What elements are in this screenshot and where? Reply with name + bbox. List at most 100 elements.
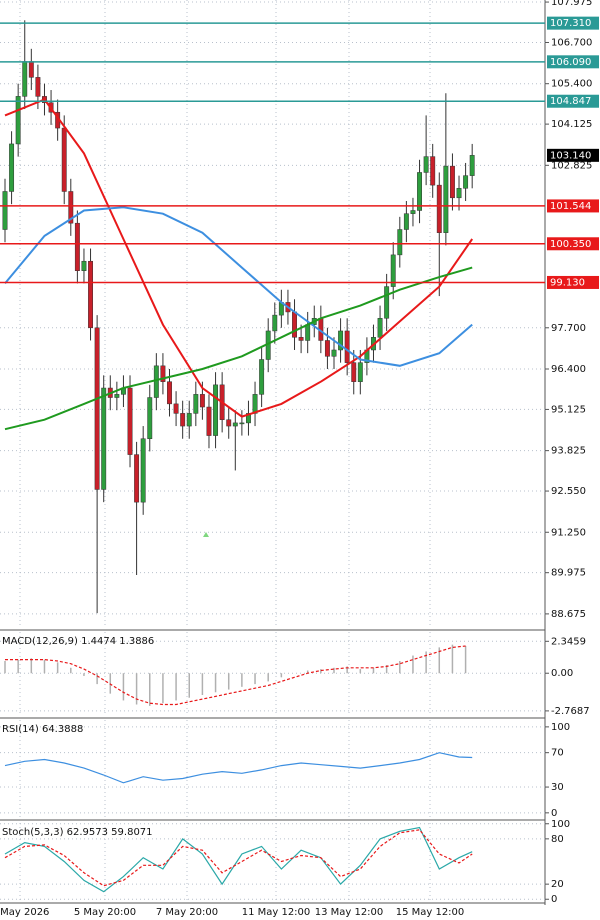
y-tick-label: 105.400 [551, 79, 592, 90]
candle-body [9, 143, 15, 192]
y-tick-label: 0 [551, 894, 557, 905]
candle-body [469, 155, 475, 176]
moving-average [4, 98, 474, 418]
y-tick-label: 0.00 [551, 668, 573, 679]
candle-body [397, 229, 403, 256]
signal-marker [203, 532, 209, 537]
x-tick-label: 11 May 12:00 [242, 907, 311, 918]
y-tick-label: 93.825 [551, 446, 586, 457]
candle-body [140, 438, 146, 503]
candle-body [305, 324, 311, 341]
candle-body [338, 330, 344, 351]
indicator-line [4, 826, 473, 893]
candle-body [403, 213, 409, 230]
moving-average [4, 266, 473, 431]
level-label: 101.544 [550, 201, 591, 212]
x-tick-label: 3 May 2026 [0, 907, 49, 918]
candle-body [390, 254, 396, 287]
candle-body [449, 165, 455, 199]
y-tick-label: 30 [551, 782, 564, 793]
candle-body [351, 362, 357, 382]
candle-body [259, 359, 265, 395]
y-tick-label: 70 [551, 748, 564, 759]
level-label: 106.090 [550, 57, 591, 68]
candle-body [324, 340, 330, 357]
y-tick-label: 89.975 [551, 568, 586, 579]
level-label: 104.847 [550, 96, 591, 107]
candle-body [463, 175, 469, 189]
candle-body [298, 337, 304, 341]
level-label: 99.130 [550, 277, 585, 288]
candle-body [28, 61, 34, 78]
level-label-box [547, 199, 599, 213]
candle-body [206, 406, 212, 436]
y-tick-label: 91.250 [551, 527, 586, 538]
y-tick-label: 106.700 [551, 37, 592, 48]
candle-body [213, 384, 219, 436]
panel-title: Stoch(5,3,3) 62.9573 59.8071 [2, 827, 153, 838]
candle-body [147, 397, 153, 439]
indicator-line [4, 752, 473, 784]
y-tick-label: 88.675 [551, 609, 586, 620]
candle-body [94, 327, 100, 490]
candle-body [331, 349, 337, 357]
candle-body [127, 387, 133, 455]
y-tick-label: 92.550 [551, 486, 586, 497]
candle-body [199, 394, 205, 408]
candle-body [423, 156, 429, 173]
moving-average [4, 206, 473, 367]
candle-body [410, 210, 416, 214]
level-label-box [547, 55, 599, 69]
indicator-line [4, 829, 473, 887]
level-label: 100.350 [550, 239, 591, 250]
candle-body [252, 394, 258, 414]
y-tick-label: 104.125 [551, 119, 592, 130]
x-tick-label: 5 May 20:00 [74, 907, 136, 918]
candle-body [193, 394, 199, 414]
candle-body [74, 222, 80, 271]
y-tick-label: 2.3459 [551, 636, 586, 647]
candle-body [81, 260, 87, 271]
panel-title: RSI(14) 64.3888 [2, 724, 83, 735]
candle-body [246, 413, 251, 424]
candle-body [292, 311, 297, 338]
level-label: 107.310 [550, 18, 591, 29]
candle-body [180, 413, 186, 427]
candle-body [272, 314, 278, 332]
y-tick-label: 80 [551, 834, 564, 845]
candle-body [430, 156, 436, 186]
candle-body [357, 362, 363, 382]
candle-body [15, 96, 21, 145]
y-tick-label: 100 [551, 722, 570, 733]
candle-body [384, 286, 390, 319]
candle-body [2, 191, 8, 230]
x-tick-label: 13 May 12:00 [315, 907, 384, 918]
macd-signal [5, 645, 466, 706]
candle-body [22, 61, 28, 97]
candle-body [114, 394, 120, 398]
candle-body [417, 172, 422, 211]
y-tick-label: 96.400 [551, 364, 586, 375]
y-tick-label: 100 [551, 819, 570, 830]
candle-body [377, 318, 383, 338]
x-tick-label: 7 May 20:00 [156, 907, 218, 918]
candle-body [239, 422, 245, 425]
level-label-box [547, 94, 599, 108]
y-tick-label: 20 [551, 879, 564, 890]
level-label-box [547, 275, 599, 289]
candle-body [68, 191, 74, 224]
candle-body [61, 127, 67, 192]
level-label-box [547, 237, 599, 251]
y-tick-label: 95.125 [551, 404, 586, 415]
candle-body [456, 188, 462, 199]
y-tick-label: 102.825 [551, 160, 592, 171]
level-label-box [547, 148, 599, 162]
candle-body [344, 330, 350, 363]
candle-body [173, 403, 179, 414]
y-tick-label: -2.7687 [551, 706, 590, 717]
candle-body [167, 381, 172, 405]
candle-body [186, 413, 192, 427]
level-label-box [547, 16, 599, 30]
